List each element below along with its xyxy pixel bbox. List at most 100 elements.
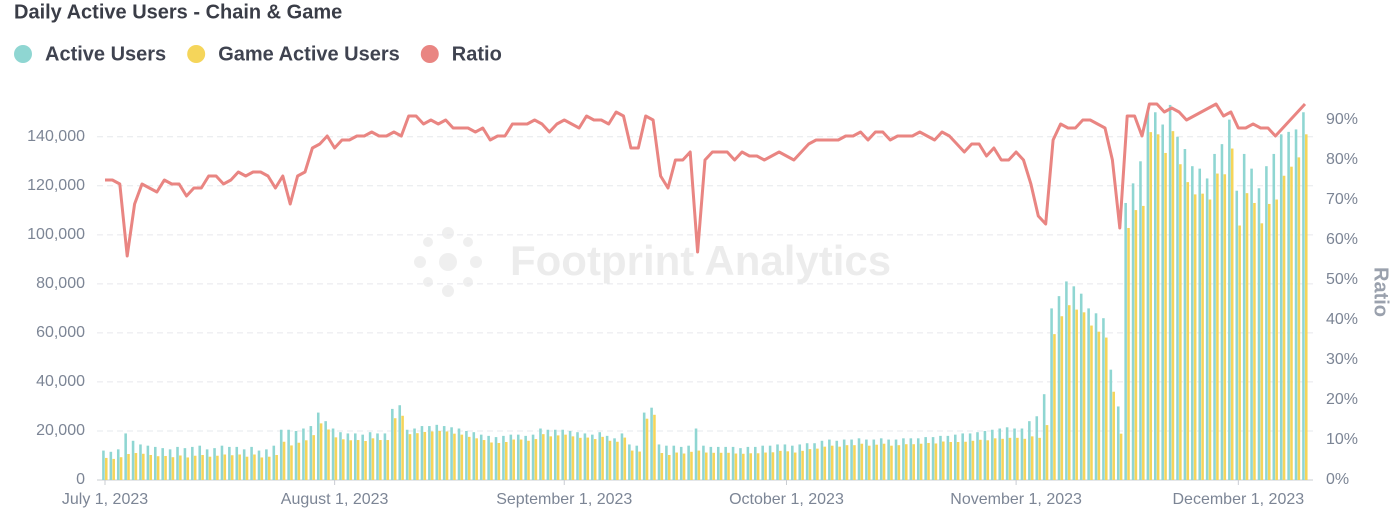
bar (1038, 437, 1041, 480)
bar (865, 439, 868, 480)
x-tick-label: October 1, 2023 (729, 491, 844, 508)
bar (416, 433, 419, 480)
bar (591, 434, 594, 480)
bar (354, 433, 357, 480)
bar (586, 437, 590, 480)
bar (1042, 394, 1046, 480)
bar (401, 415, 404, 480)
bar (297, 442, 301, 480)
bar (472, 432, 476, 480)
bar (445, 431, 449, 480)
bar (623, 437, 627, 480)
bar (1105, 337, 1108, 480)
bar (290, 445, 293, 480)
bar (435, 424, 439, 480)
bar (979, 439, 982, 480)
bar (642, 412, 646, 480)
bar (690, 451, 693, 480)
bar (1028, 421, 1031, 480)
legend-swatch (420, 45, 439, 63)
bar (887, 439, 890, 480)
bar (346, 433, 350, 480)
legend-swatch (187, 45, 206, 63)
bar (702, 445, 705, 480)
bar (776, 444, 779, 480)
bar (949, 442, 953, 480)
bar (934, 443, 938, 480)
bar (168, 449, 172, 480)
bar (798, 444, 802, 480)
bar (242, 449, 246, 480)
bar (275, 454, 278, 480)
bar (279, 429, 283, 480)
bar (986, 440, 990, 480)
bar (1265, 166, 1268, 480)
bar (512, 439, 515, 480)
bar (991, 429, 994, 480)
bar (712, 452, 715, 480)
bar (131, 440, 135, 480)
bar (576, 432, 579, 480)
bar (882, 443, 886, 480)
bar (598, 432, 602, 480)
bar (694, 428, 698, 480)
bar (245, 456, 249, 480)
y2-tick-label: 90% (1326, 111, 1358, 128)
bar (327, 429, 330, 480)
bar (316, 412, 320, 480)
bar (946, 435, 950, 480)
y2-tick-label: 10% (1326, 431, 1358, 448)
bar (1146, 109, 1150, 480)
bar (727, 452, 730, 480)
bar (102, 450, 105, 480)
bar (127, 454, 130, 480)
bar (356, 440, 360, 480)
bar (850, 439, 853, 480)
bar (497, 442, 501, 480)
bar (942, 441, 945, 480)
bar (976, 432, 979, 480)
bar (835, 440, 839, 480)
bar (1050, 308, 1053, 480)
y-tick-label: 120,000 (27, 177, 85, 194)
bar (964, 441, 967, 480)
bar (857, 438, 861, 480)
bar (475, 438, 478, 480)
bar (564, 434, 567, 480)
bar (235, 446, 239, 480)
bar (608, 440, 612, 480)
bar (549, 436, 553, 480)
bar (383, 433, 387, 480)
bar (1131, 183, 1135, 480)
bar (742, 453, 745, 480)
bar (872, 439, 876, 480)
bar (665, 445, 668, 480)
bar (828, 439, 831, 480)
bar (361, 434, 364, 480)
y-tick-label: 40,000 (36, 373, 85, 390)
bar (897, 445, 901, 480)
bar (875, 444, 878, 480)
bar (761, 445, 764, 480)
bar (709, 446, 713, 480)
bar (1109, 369, 1113, 480)
bar (830, 445, 834, 480)
bar (542, 434, 545, 480)
bar (1102, 318, 1105, 480)
bar (1201, 193, 1204, 480)
bar (467, 436, 471, 480)
bar (1075, 309, 1078, 480)
bar (813, 443, 816, 480)
bar (1065, 281, 1068, 480)
bar (413, 428, 416, 480)
bar (998, 428, 1002, 480)
bar (1257, 188, 1261, 481)
bar (368, 432, 372, 480)
bar (302, 428, 305, 480)
bar (816, 448, 819, 480)
bar (213, 448, 216, 480)
bar (1250, 168, 1253, 481)
bar (502, 435, 505, 480)
bar (420, 426, 424, 480)
